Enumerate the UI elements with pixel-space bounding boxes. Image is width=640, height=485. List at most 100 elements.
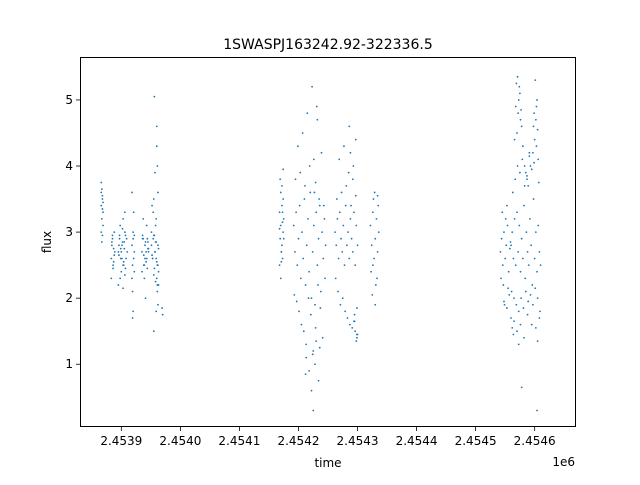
data-point [153, 234, 156, 237]
data-point [119, 224, 122, 227]
data-point [122, 217, 124, 220]
data-point [535, 145, 538, 148]
data-point [157, 191, 159, 194]
data-point [301, 231, 303, 233]
data-point [313, 191, 316, 194]
data-point [337, 257, 340, 260]
data-point [516, 165, 519, 167]
data-point [317, 237, 320, 240]
plot-area-frame [80, 57, 576, 427]
data-point [282, 217, 285, 220]
data-point [530, 244, 533, 247]
data-point [124, 234, 127, 237]
data-point [525, 231, 528, 233]
data-point [131, 191, 133, 194]
data-point [131, 290, 134, 293]
data-point [376, 277, 378, 280]
data-point [513, 297, 515, 300]
data-point [154, 241, 157, 243]
data-point [519, 270, 522, 273]
data-point [354, 194, 357, 197]
data-point [316, 118, 319, 121]
data-point [117, 251, 120, 253]
data-point [143, 277, 146, 280]
data-point [299, 171, 302, 174]
data-point [309, 191, 312, 194]
data-point [125, 257, 127, 260]
data-point [146, 267, 149, 270]
data-point [145, 260, 148, 263]
data-point [155, 277, 158, 280]
data-point [141, 234, 144, 237]
data-point [508, 293, 511, 296]
data-point [377, 204, 380, 207]
data-point [376, 194, 379, 197]
data-point [337, 290, 339, 293]
data-point [119, 247, 122, 250]
data-point [157, 244, 159, 247]
data-point [151, 254, 153, 257]
data-point [527, 300, 530, 303]
data-point [308, 369, 310, 372]
data-point [348, 257, 351, 260]
data-point [132, 237, 135, 240]
data-point [344, 310, 347, 313]
data-point [110, 241, 113, 243]
data-point [324, 244, 327, 247]
data-point [123, 231, 126, 233]
data-point [314, 181, 317, 184]
data-point [506, 204, 508, 207]
data-point [305, 343, 308, 346]
data-point [517, 310, 520, 313]
data-point [526, 313, 529, 316]
data-point [522, 307, 525, 309]
data-point [511, 326, 514, 329]
data-point [157, 264, 159, 267]
data-point [320, 290, 322, 293]
data-point [532, 198, 535, 200]
data-point [534, 287, 537, 290]
data-point [504, 217, 507, 220]
data-point [518, 85, 521, 88]
data-point [144, 297, 147, 300]
data-point [350, 237, 353, 240]
data-point [356, 333, 358, 336]
data-point [102, 201, 104, 204]
data-point [531, 284, 534, 286]
data-point [369, 224, 372, 227]
data-point [534, 118, 537, 121]
data-point [534, 231, 537, 233]
data-point [278, 227, 281, 230]
data-point [132, 310, 135, 313]
data-point [349, 151, 352, 154]
data-point [315, 211, 318, 214]
data-point [314, 363, 316, 366]
data-point [314, 303, 316, 306]
data-point [338, 211, 341, 214]
data-point [155, 260, 158, 263]
data-point [503, 303, 506, 306]
data-point [516, 330, 518, 333]
data-point [282, 237, 285, 240]
data-point [318, 204, 321, 207]
data-point [321, 336, 324, 339]
data-point [504, 257, 507, 260]
data-point [536, 128, 539, 131]
data-point [307, 297, 310, 300]
data-point [523, 184, 526, 187]
data-point [152, 274, 155, 276]
data-point [535, 105, 538, 108]
data-point [281, 184, 283, 187]
data-point [152, 211, 155, 214]
data-point [511, 191, 514, 194]
data-point [537, 158, 540, 161]
data-point [310, 389, 313, 392]
data-point [338, 158, 341, 161]
data-point [102, 224, 104, 227]
data-point [521, 257, 524, 260]
data-point [152, 237, 155, 240]
data-point [509, 241, 512, 243]
data-point [526, 175, 528, 177]
data-point [155, 145, 158, 148]
data-point [532, 125, 535, 128]
